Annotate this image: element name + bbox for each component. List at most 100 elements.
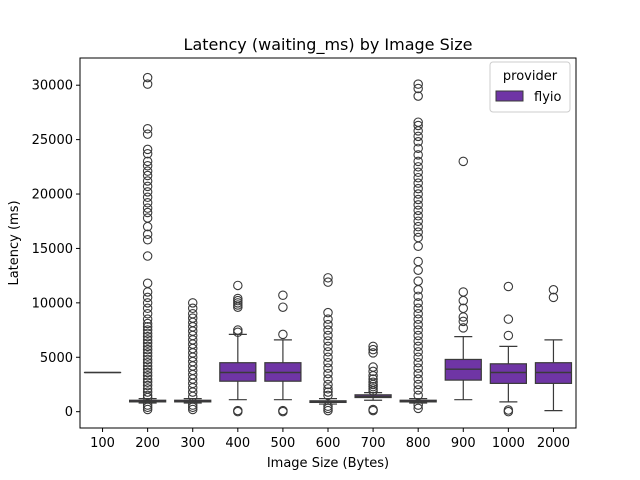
outlier-point <box>323 368 333 379</box>
outlier-point <box>413 325 423 335</box>
outlier-point <box>413 221 423 232</box>
outlier-point <box>413 403 423 414</box>
outlier-point <box>458 323 469 333</box>
outlier-point <box>142 335 153 345</box>
box-600 <box>309 273 347 416</box>
outlier-point <box>503 281 514 292</box>
outlier-point <box>458 316 469 327</box>
outlier-point <box>278 290 288 300</box>
outlier-point <box>142 322 153 332</box>
outlier-point <box>278 405 288 416</box>
outlier-point <box>413 227 423 237</box>
outlier-point <box>413 178 423 188</box>
outlier-point <box>503 314 514 324</box>
box-300 <box>174 298 212 415</box>
outlier-point <box>142 251 153 261</box>
outlier-point <box>368 374 378 384</box>
outlier-point <box>323 341 333 352</box>
legend: provider flyio <box>489 61 571 113</box>
outlier-point <box>413 400 423 410</box>
outlier-point <box>413 200 423 210</box>
outlier-point <box>413 379 423 390</box>
y-axis-label: Latency (ms) <box>7 200 22 285</box>
outlier-point <box>413 183 423 194</box>
outlier-point <box>142 207 153 218</box>
outlier-point <box>413 363 423 373</box>
outlier-point <box>233 325 243 335</box>
x-tick-label: 300 <box>180 436 205 451</box>
outlier-point <box>142 400 153 410</box>
x-tick-label: 1000 <box>492 436 525 451</box>
outlier-point <box>142 357 153 368</box>
outlier-point <box>142 156 153 167</box>
outlier-point <box>458 303 469 314</box>
box-200 <box>129 72 167 415</box>
x-axis: 100 200 300 400 500 600 700 800 900 1000 2000 <box>90 428 570 451</box>
outlier-point <box>323 352 333 363</box>
outlier-point <box>233 293 243 304</box>
outlier-point <box>413 156 423 167</box>
outlier-point <box>413 374 423 384</box>
outlier-point <box>413 368 423 379</box>
outlier-point <box>548 285 559 295</box>
outlier-point <box>413 167 423 178</box>
outlier-point <box>142 325 153 335</box>
y-tick-label: 25000 <box>32 133 73 148</box>
outlier-point <box>413 162 423 172</box>
outlier-point <box>413 352 423 363</box>
outlier-point <box>187 308 198 319</box>
x-tick-label: 600 <box>316 436 341 451</box>
outlier-point <box>142 380 153 391</box>
outlier-point <box>142 348 153 358</box>
y-tick-label: 20000 <box>32 188 73 203</box>
outlier-point <box>142 374 153 384</box>
outlier-point <box>142 181 153 192</box>
outlier-point <box>142 129 153 139</box>
outlier-point <box>323 384 333 394</box>
outlier-point <box>323 363 333 373</box>
x-tick-label: 500 <box>270 436 295 451</box>
outlier-point <box>413 131 423 142</box>
outlier-point <box>142 367 153 378</box>
outlier-point <box>142 331 153 342</box>
outlier-point <box>368 344 378 355</box>
outlier-point <box>142 197 153 208</box>
outlier-point <box>368 362 378 372</box>
outlier-point <box>142 229 153 240</box>
outlier-point <box>503 330 514 341</box>
outlier-point <box>413 308 423 319</box>
outlier-point <box>233 405 243 416</box>
outlier-point <box>413 303 423 314</box>
outlier-point <box>323 314 333 324</box>
x-tick-label: 100 <box>90 436 115 451</box>
outlier-point <box>413 137 423 147</box>
outlier-point <box>323 401 333 411</box>
outlier-point <box>503 405 514 415</box>
outlier-point <box>142 384 153 394</box>
outlier-point <box>413 216 423 226</box>
x-tick-label: 2000 <box>537 436 570 451</box>
outlier-point <box>142 328 153 339</box>
outlier-point <box>413 232 423 243</box>
outlier-point <box>142 298 153 308</box>
y-axis: 0 5000 10000 15000 20000 25000 30000 <box>32 79 80 420</box>
outlier-point <box>323 307 333 318</box>
x-tick-label: 800 <box>406 436 431 451</box>
x-tick-label: 400 <box>225 436 250 451</box>
outlier-point <box>413 256 423 267</box>
box-800 <box>399 79 437 414</box>
outlier-point <box>142 160 153 171</box>
outlier-point <box>413 211 423 221</box>
outlier-point <box>413 298 423 308</box>
outlier-point <box>413 117 423 127</box>
outlier-point <box>142 341 153 352</box>
outlier-point <box>142 123 153 134</box>
box-1000 <box>489 281 527 417</box>
x-axis-label: Image Size (Bytes) <box>267 456 389 471</box>
outlier-point <box>323 336 333 346</box>
box-body <box>489 363 527 384</box>
outlier-point <box>142 166 153 176</box>
outlier-point <box>142 144 153 155</box>
outlier-point <box>142 79 153 89</box>
outlier-point <box>142 351 153 361</box>
